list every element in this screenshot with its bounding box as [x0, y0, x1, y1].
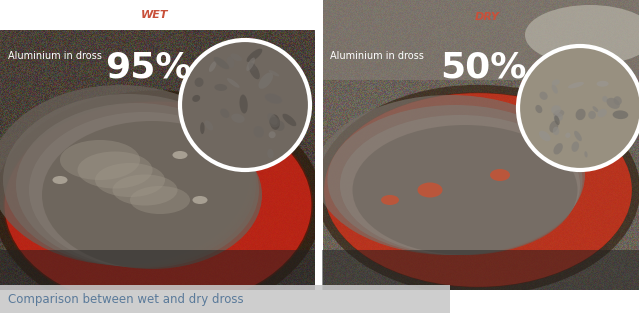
Ellipse shape: [269, 117, 280, 127]
Ellipse shape: [552, 79, 560, 85]
Ellipse shape: [574, 131, 582, 141]
FancyBboxPatch shape: [0, 250, 315, 290]
Ellipse shape: [270, 114, 280, 130]
Ellipse shape: [576, 109, 585, 120]
Ellipse shape: [553, 143, 563, 154]
Ellipse shape: [550, 121, 558, 133]
Ellipse shape: [613, 110, 628, 119]
Ellipse shape: [16, 103, 256, 267]
Ellipse shape: [553, 113, 563, 121]
Ellipse shape: [268, 131, 275, 138]
Ellipse shape: [192, 196, 208, 204]
Ellipse shape: [539, 91, 548, 100]
Ellipse shape: [247, 49, 263, 62]
Ellipse shape: [77, 151, 153, 189]
Ellipse shape: [315, 95, 585, 255]
Ellipse shape: [340, 115, 580, 255]
Ellipse shape: [173, 151, 187, 159]
Ellipse shape: [585, 151, 588, 157]
Ellipse shape: [95, 163, 165, 197]
FancyBboxPatch shape: [322, 0, 639, 80]
Ellipse shape: [248, 64, 257, 71]
Ellipse shape: [214, 84, 227, 91]
Ellipse shape: [249, 62, 260, 79]
Ellipse shape: [204, 120, 213, 131]
Ellipse shape: [268, 70, 279, 76]
Ellipse shape: [566, 133, 571, 138]
Ellipse shape: [328, 105, 583, 255]
Text: Aluminium in dross: Aluminium in dross: [330, 51, 424, 61]
Ellipse shape: [275, 121, 284, 131]
Ellipse shape: [417, 183, 442, 198]
Ellipse shape: [209, 61, 217, 72]
Ellipse shape: [602, 96, 608, 102]
Ellipse shape: [267, 149, 273, 158]
Ellipse shape: [597, 81, 608, 87]
Ellipse shape: [381, 195, 399, 205]
Ellipse shape: [227, 56, 235, 68]
Ellipse shape: [592, 106, 598, 112]
Ellipse shape: [539, 131, 551, 141]
Ellipse shape: [227, 78, 240, 88]
Ellipse shape: [551, 105, 561, 114]
FancyBboxPatch shape: [315, 0, 323, 335]
Ellipse shape: [324, 92, 632, 287]
Circle shape: [518, 46, 639, 170]
Ellipse shape: [3, 94, 253, 266]
Ellipse shape: [200, 122, 204, 134]
Ellipse shape: [597, 109, 607, 117]
Ellipse shape: [254, 126, 264, 138]
Ellipse shape: [246, 58, 255, 71]
Text: DRY: DRY: [475, 12, 500, 22]
Ellipse shape: [535, 105, 543, 113]
Ellipse shape: [213, 57, 229, 69]
Text: WET: WET: [141, 10, 169, 20]
Text: 50%: 50%: [440, 50, 527, 84]
Ellipse shape: [112, 175, 178, 205]
Ellipse shape: [231, 114, 245, 123]
Ellipse shape: [265, 93, 282, 104]
Ellipse shape: [606, 98, 620, 109]
Ellipse shape: [589, 111, 596, 119]
Ellipse shape: [29, 112, 259, 268]
Ellipse shape: [551, 84, 558, 94]
Ellipse shape: [568, 82, 584, 88]
Ellipse shape: [60, 140, 140, 180]
Ellipse shape: [240, 94, 248, 114]
Ellipse shape: [220, 109, 229, 118]
Ellipse shape: [571, 141, 579, 152]
Ellipse shape: [353, 125, 578, 255]
Ellipse shape: [130, 186, 190, 214]
Ellipse shape: [231, 54, 242, 61]
Ellipse shape: [192, 95, 200, 102]
Ellipse shape: [553, 110, 564, 117]
FancyBboxPatch shape: [322, 250, 639, 290]
Ellipse shape: [613, 96, 622, 105]
Ellipse shape: [554, 115, 560, 125]
Ellipse shape: [0, 85, 250, 265]
Ellipse shape: [42, 121, 262, 269]
FancyBboxPatch shape: [0, 290, 639, 335]
Ellipse shape: [490, 169, 510, 181]
Ellipse shape: [268, 113, 277, 125]
Text: Aluminium in dross: Aluminium in dross: [8, 51, 102, 61]
FancyBboxPatch shape: [0, 285, 450, 313]
Ellipse shape: [282, 114, 296, 126]
Text: 95%: 95%: [105, 50, 192, 84]
Circle shape: [180, 40, 310, 170]
Ellipse shape: [553, 127, 559, 135]
Text: Comparison between wet and dry dross: Comparison between wet and dry dross: [8, 292, 243, 306]
Ellipse shape: [52, 176, 68, 184]
Ellipse shape: [3, 100, 313, 310]
Ellipse shape: [259, 72, 273, 89]
Ellipse shape: [195, 78, 204, 87]
Ellipse shape: [525, 5, 639, 65]
